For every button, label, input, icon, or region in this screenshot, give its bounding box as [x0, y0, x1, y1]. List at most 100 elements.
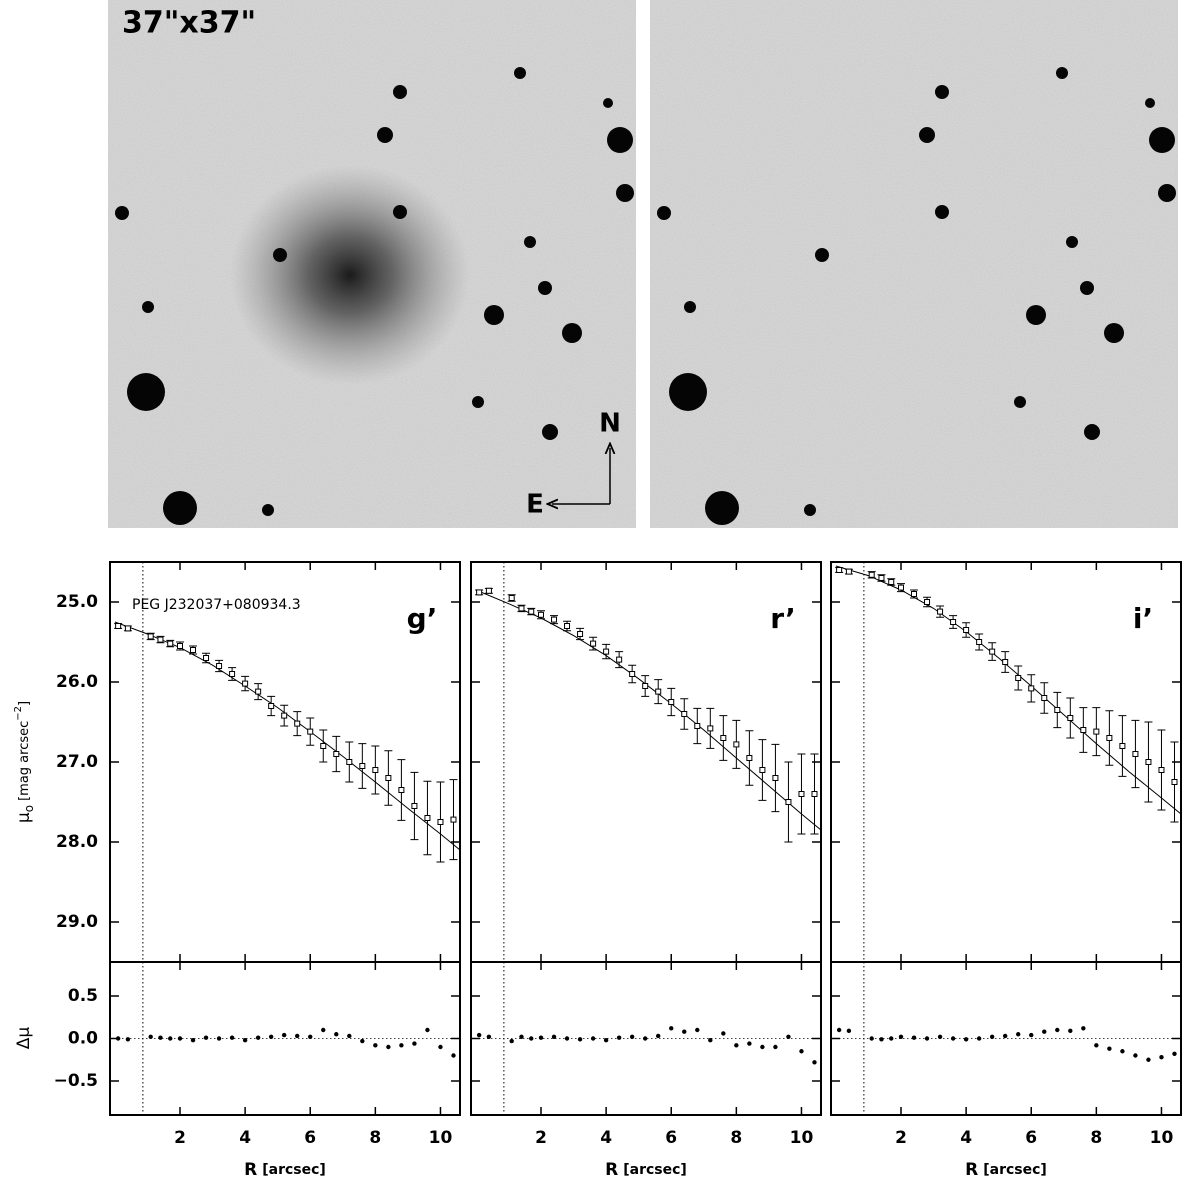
data-point [811, 791, 818, 797]
x-tick-label: 4 [239, 1128, 251, 1148]
residual-y-tick-label: −0.5 [54, 1071, 98, 1091]
star [1080, 281, 1094, 295]
x-tick-label: 10 [429, 1128, 453, 1148]
data-point [476, 589, 483, 596]
residual-point [321, 1027, 326, 1033]
residual-point [308, 1034, 313, 1040]
star [1014, 396, 1026, 408]
data-point [772, 775, 779, 781]
panel: 2 4 6 8 10 R [arcsec] r’ [470, 561, 822, 1180]
residual-point [216, 1036, 222, 1041]
star [1066, 236, 1078, 248]
star [684, 301, 696, 313]
star [115, 206, 129, 220]
data-point [485, 587, 492, 594]
residual-point [1172, 1051, 1177, 1057]
x-label: R [arcsec] [965, 1160, 1047, 1180]
star [1084, 424, 1100, 440]
data-point [642, 683, 649, 689]
star [607, 127, 633, 153]
data-point [898, 584, 904, 591]
data-point [868, 571, 875, 578]
residual-point [963, 1037, 969, 1042]
residual-point [1094, 1043, 1099, 1048]
image-g-band: 37"x37" N E [108, 0, 636, 528]
band-label: r’ [770, 602, 796, 635]
data-point [551, 616, 558, 623]
residual-point [1055, 1027, 1060, 1033]
data-point [681, 711, 688, 717]
data-point [359, 763, 366, 769]
data-point [294, 720, 301, 727]
data-point [1080, 727, 1087, 733]
residual-point [386, 1044, 391, 1050]
data-point [845, 568, 852, 575]
data-point [281, 712, 288, 719]
y-tick-label: 27.0 [56, 752, 98, 772]
y-label: μo [mag arcsec−2] [13, 701, 36, 823]
residual-point [551, 1034, 557, 1040]
x-tick-label: 2 [895, 1128, 907, 1148]
data-point [603, 648, 610, 655]
residual-point [519, 1034, 524, 1040]
residual-point [898, 1034, 904, 1040]
fit-line [475, 589, 822, 831]
image-residual [650, 0, 1178, 528]
residual-point [412, 1041, 417, 1046]
fit-line [114, 621, 461, 851]
residual-point [836, 1027, 842, 1033]
residual-point [347, 1033, 352, 1039]
residual-point [708, 1038, 713, 1043]
y-label-close: ] [17, 701, 32, 706]
residual-point [695, 1027, 700, 1033]
residual-point [656, 1033, 661, 1039]
star [538, 281, 552, 295]
residual-point [616, 1035, 622, 1040]
data-point [878, 575, 885, 581]
x-tick-label: 4 [960, 1128, 972, 1148]
y-tick-label: 29.0 [56, 912, 98, 932]
x-tick-label: 8 [730, 1128, 742, 1148]
residual-point [529, 1036, 534, 1041]
star [262, 504, 274, 516]
data-point [1171, 779, 1178, 785]
x-label-unit: [arcsec] [983, 1162, 1047, 1178]
residual-point [976, 1036, 982, 1041]
data-point [1028, 685, 1035, 692]
residual-point [203, 1035, 209, 1040]
residual-point [1120, 1049, 1125, 1054]
x-label-symbol: R [605, 1160, 618, 1180]
data-point [372, 767, 379, 773]
data-point [508, 595, 515, 601]
residual-point [760, 1044, 765, 1050]
residual-point [1081, 1026, 1086, 1031]
residual-point [373, 1043, 378, 1048]
residual-point [846, 1028, 852, 1034]
residual-point [642, 1036, 648, 1041]
star [393, 85, 407, 99]
residual-point [590, 1036, 596, 1041]
residual-point [1146, 1057, 1151, 1062]
residual-point [1107, 1046, 1112, 1051]
y-label-subscript: o [22, 805, 36, 812]
residual-point [879, 1037, 884, 1042]
residual-point [148, 1034, 153, 1040]
star [657, 206, 671, 220]
residual-point [937, 1034, 943, 1040]
residual-point [115, 1036, 121, 1041]
x-tick-label: 10 [1150, 1128, 1174, 1148]
star [705, 491, 739, 525]
data-point [1106, 735, 1113, 741]
star [524, 236, 536, 248]
data-point [1041, 695, 1048, 701]
x-label: R [arcsec] [244, 1160, 326, 1180]
residual-point [360, 1038, 365, 1044]
data-point [229, 671, 236, 677]
data-point [538, 611, 544, 618]
data-point [888, 579, 895, 585]
residual-point [1016, 1032, 1021, 1037]
x-tick-label: 2 [174, 1128, 186, 1148]
star [815, 248, 829, 262]
residual-point [255, 1035, 261, 1040]
residual-point [911, 1035, 917, 1040]
